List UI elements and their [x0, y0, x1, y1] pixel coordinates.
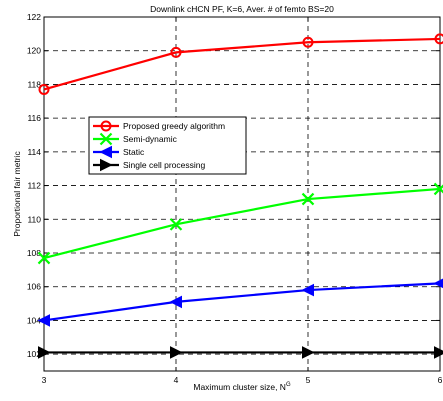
- y-tick-label: 114: [27, 147, 41, 157]
- x-tick-label: 6: [438, 375, 443, 385]
- series-line: [44, 189, 440, 258]
- legend-label: Proposed greedy algorithm: [123, 121, 225, 131]
- chart-title: Downlink cHCN PF, K=6, Aver. # of femto …: [150, 4, 334, 14]
- y-axis-label: Proportional fair metric: [12, 151, 22, 237]
- legend-label: Semi-dynamic: [123, 134, 178, 144]
- data-point-marker: [435, 347, 443, 358]
- series-line: [44, 283, 440, 320]
- y-tick-label: 112: [27, 181, 41, 191]
- y-tick-label: 122: [27, 12, 41, 22]
- series-line: [44, 39, 440, 90]
- data-point-marker: [303, 347, 314, 358]
- y-tick-label: 106: [27, 282, 41, 292]
- x-axis-label: Maximum cluster size, NG: [193, 382, 291, 392]
- data-point-marker: [171, 347, 182, 358]
- x-axis-label-text: Maximum cluster size, N: [193, 382, 286, 392]
- y-tick-label: 110: [27, 214, 41, 224]
- y-tick-label: 120: [27, 46, 41, 56]
- y-tick-label: 116: [27, 113, 41, 123]
- x-axis-label-superscript: G: [286, 382, 291, 388]
- legend: Proposed greedy algorithm Semi-dynamic Sta…: [89, 117, 246, 174]
- series-group: [39, 278, 443, 326]
- series-group: [40, 34, 443, 94]
- x-tick-label: 5: [306, 375, 311, 385]
- legend-label: Static: [123, 147, 145, 157]
- legend-label: Single cell processing: [123, 160, 205, 170]
- x-tick-label: 3: [42, 375, 47, 385]
- data-point-marker: [303, 285, 314, 296]
- series-group: [39, 347, 443, 358]
- x-tick-label: 4: [174, 375, 179, 385]
- data-series: [39, 34, 443, 358]
- series-group: [39, 183, 443, 263]
